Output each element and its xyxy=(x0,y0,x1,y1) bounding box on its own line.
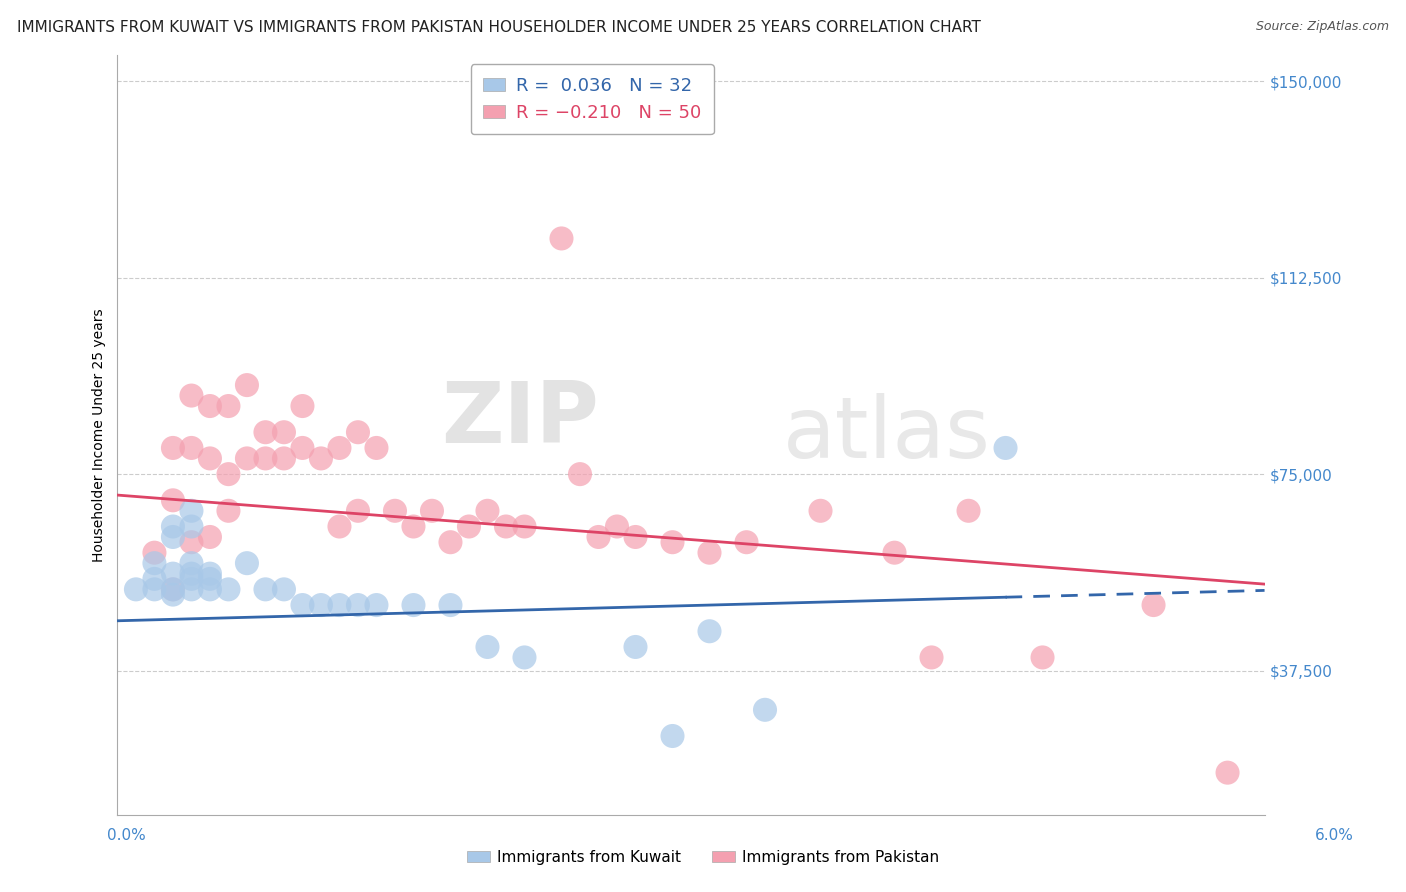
Point xyxy=(273,451,295,466)
Point xyxy=(624,530,647,544)
Point xyxy=(180,441,202,455)
Point xyxy=(420,504,443,518)
Point xyxy=(402,519,425,533)
Point xyxy=(384,504,406,518)
Point xyxy=(291,598,314,612)
Point xyxy=(254,451,277,466)
Text: ZIP: ZIP xyxy=(441,378,599,461)
Point xyxy=(180,566,202,581)
Point xyxy=(439,598,461,612)
Point xyxy=(624,640,647,654)
Point xyxy=(661,535,683,549)
Point xyxy=(699,546,721,560)
Point xyxy=(254,425,277,440)
Point xyxy=(180,519,202,533)
Point xyxy=(994,441,1017,455)
Point xyxy=(198,566,221,581)
Point xyxy=(180,535,202,549)
Point xyxy=(180,388,202,402)
Point xyxy=(347,598,370,612)
Point xyxy=(883,546,905,560)
Point xyxy=(291,399,314,413)
Point xyxy=(162,582,184,597)
Point xyxy=(162,530,184,544)
Point xyxy=(366,441,388,455)
Point xyxy=(143,572,166,586)
Point xyxy=(162,582,184,597)
Point xyxy=(606,519,628,533)
Point xyxy=(143,582,166,597)
Point xyxy=(328,441,350,455)
Point xyxy=(198,582,221,597)
Point xyxy=(162,493,184,508)
Text: atlas: atlas xyxy=(783,393,991,476)
Point xyxy=(735,535,758,549)
Point xyxy=(810,504,832,518)
Point xyxy=(366,598,388,612)
Point xyxy=(143,556,166,570)
Point xyxy=(495,519,517,533)
Point xyxy=(439,535,461,549)
Point xyxy=(328,519,350,533)
Point xyxy=(236,556,259,570)
Point xyxy=(309,451,332,466)
Point xyxy=(1031,650,1053,665)
Text: Source: ZipAtlas.com: Source: ZipAtlas.com xyxy=(1256,20,1389,33)
Point xyxy=(513,519,536,533)
Point xyxy=(180,582,202,597)
Point xyxy=(217,582,239,597)
Point xyxy=(180,572,202,586)
Text: 0.0%: 0.0% xyxy=(107,829,146,843)
Point xyxy=(273,582,295,597)
Point xyxy=(402,598,425,612)
Point xyxy=(180,504,202,518)
Point xyxy=(699,624,721,639)
Point xyxy=(513,650,536,665)
Point xyxy=(198,530,221,544)
Point xyxy=(309,598,332,612)
Legend: R =  0.036   N = 32, R = −0.210   N = 50: R = 0.036 N = 32, R = −0.210 N = 50 xyxy=(471,64,714,135)
Point xyxy=(143,546,166,560)
Point xyxy=(477,640,499,654)
Point xyxy=(347,425,370,440)
Point xyxy=(217,467,239,482)
Point xyxy=(217,399,239,413)
Point xyxy=(198,451,221,466)
Point xyxy=(328,598,350,612)
Point xyxy=(921,650,943,665)
Point xyxy=(162,566,184,581)
Point xyxy=(273,425,295,440)
Point xyxy=(198,572,221,586)
Point xyxy=(162,519,184,533)
Point xyxy=(569,467,592,482)
Point xyxy=(347,504,370,518)
Point xyxy=(254,582,277,597)
Point xyxy=(236,451,259,466)
Point xyxy=(198,399,221,413)
Point xyxy=(661,729,683,743)
Point xyxy=(1142,598,1164,612)
Point xyxy=(236,378,259,392)
Text: IMMIGRANTS FROM KUWAIT VS IMMIGRANTS FROM PAKISTAN HOUSEHOLDER INCOME UNDER 25 Y: IMMIGRANTS FROM KUWAIT VS IMMIGRANTS FRO… xyxy=(17,20,981,35)
Point xyxy=(957,504,980,518)
Y-axis label: Householder Income Under 25 years: Householder Income Under 25 years xyxy=(93,308,107,562)
Point xyxy=(458,519,481,533)
Point xyxy=(180,556,202,570)
Point xyxy=(291,441,314,455)
Point xyxy=(754,703,776,717)
Point xyxy=(162,441,184,455)
Point xyxy=(550,231,572,245)
Point xyxy=(162,588,184,602)
Point xyxy=(588,530,610,544)
Legend: Immigrants from Kuwait, Immigrants from Pakistan: Immigrants from Kuwait, Immigrants from … xyxy=(461,844,945,871)
Point xyxy=(125,582,148,597)
Point xyxy=(1216,765,1239,780)
Point xyxy=(477,504,499,518)
Text: 6.0%: 6.0% xyxy=(1315,829,1354,843)
Point xyxy=(217,504,239,518)
